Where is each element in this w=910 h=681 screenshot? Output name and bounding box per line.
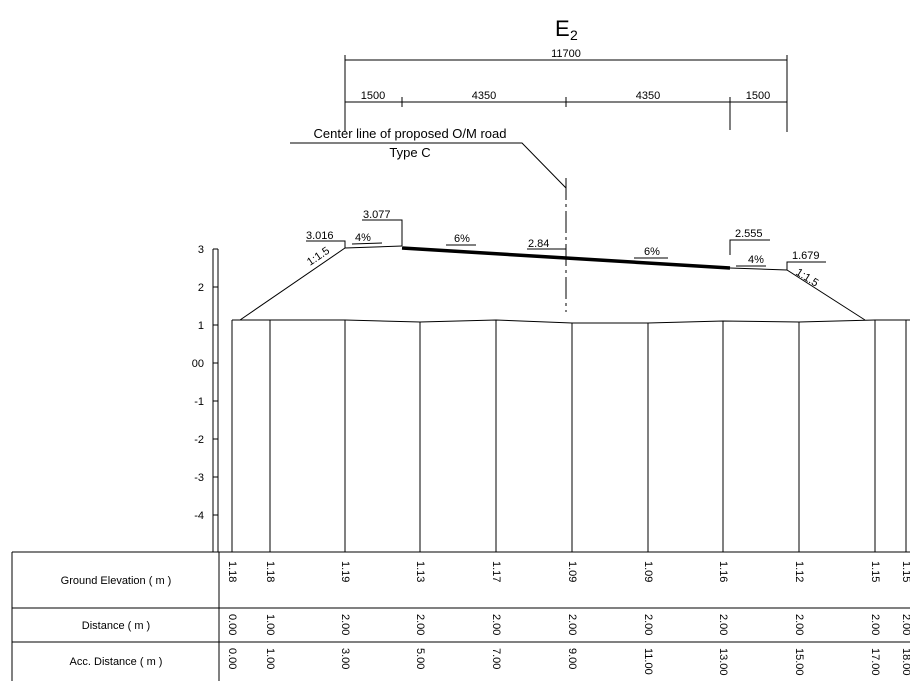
level-right-edge: 2.555 <box>735 228 763 240</box>
centerline-label: Center line of proposed O/M road <box>314 126 507 141</box>
elevation-tick-label: 2 <box>198 282 204 294</box>
slope-right-shoulder: 4% <box>748 254 764 266</box>
overall-dimension <box>344 55 788 132</box>
ground-elevation-value: 1.13 <box>414 561 426 582</box>
acc-distance-value: 13.00 <box>717 648 729 676</box>
slope-left-shoulder: 4% <box>355 232 371 244</box>
table-values: 1.18 1.18 1.19 1.13 1.17 1.09 1.09 1.16 1.12 1.15… <box>226 561 910 676</box>
elevation-tick-label: 00 <box>192 358 204 370</box>
slope-left-camber: 6% <box>454 233 470 245</box>
level-leaders <box>306 219 826 270</box>
acc-distance-value: 17.00 <box>869 648 881 676</box>
ground-line <box>232 319 910 324</box>
ground-elevation-value: 1.19 <box>339 561 351 582</box>
section-title: E <box>555 16 570 41</box>
distance-value: 1.00 <box>264 614 276 635</box>
elevation-tick-label: -2 <box>194 434 204 446</box>
overall-dimension-label: 11700 <box>551 48 581 60</box>
acc-distance-value: 5.00 <box>414 648 426 669</box>
level-center: 2.84 <box>528 238 549 250</box>
station-lines <box>231 320 907 552</box>
distance-value: 2.00 <box>490 614 502 635</box>
road-surface <box>401 246 731 270</box>
distance-value: 0.00 <box>226 614 238 635</box>
elevation-tick-label: -3 <box>194 472 204 484</box>
ground-elevation-value: 1.09 <box>566 561 578 582</box>
centerline-type-label: Type C <box>389 145 430 160</box>
distance-value: 2.00 <box>339 614 351 635</box>
distance-value: 2.00 <box>566 614 578 635</box>
elevation-tick-label: 1 <box>198 320 204 332</box>
ground-elevation-value: 1.16 <box>717 561 729 582</box>
row-label-distance: Distance ( m ) <box>82 620 150 632</box>
ground-elevation-value: 1.15 <box>869 561 881 582</box>
level-left-edge: 3.077 <box>363 209 391 221</box>
row-label-acc-distance: Acc. Distance ( m ) <box>70 656 163 668</box>
ground-elevation-value: 1.15 <box>900 561 910 582</box>
slope-right-ratio: 1:1.5 <box>793 266 820 289</box>
ground-elevation-value: 1.18 <box>226 561 238 582</box>
ground-elevation-value: 1.17 <box>490 561 502 582</box>
segment-dimension-4: 1500 <box>746 90 770 102</box>
elevation-tick-label: -1 <box>194 396 204 408</box>
acc-distance-value: 9.00 <box>566 648 578 669</box>
slope-left-ratio: 1:1.5 <box>305 245 332 269</box>
centerline-leader <box>290 142 567 189</box>
section-title-subscript: 2 <box>570 27 578 43</box>
level-right-toe: 1.679 <box>792 250 820 262</box>
distance-value: 2.00 <box>869 614 881 635</box>
acc-distance-value: 15.00 <box>793 648 805 676</box>
acc-distance-value: 3.00 <box>339 648 351 669</box>
segment-dimensions <box>345 97 787 130</box>
ground-elevation-value: 1.12 <box>793 561 805 582</box>
ground-elevation-value: 1.18 <box>264 561 276 582</box>
level-left-toe: 3.016 <box>306 230 334 242</box>
acc-distance-value: 1.00 <box>264 648 276 669</box>
acc-distance-value: 11.00 <box>642 648 654 675</box>
segment-dimension-2: 4350 <box>472 90 496 102</box>
distance-value: 2.00 <box>793 614 805 635</box>
elevation-tick-label: -4 <box>194 510 204 522</box>
distance-value: 2.00 <box>414 614 426 635</box>
data-table <box>11 551 910 681</box>
distance-value: 2.00 <box>900 614 910 635</box>
row-label-ground-elevation: Ground Elevation ( m ) <box>61 575 172 587</box>
acc-distance-value: 18.00 <box>900 648 910 676</box>
ground-elevation-value: 1.09 <box>642 561 654 582</box>
distance-value: 2.00 <box>642 614 654 635</box>
segment-dimension-3: 4350 <box>636 90 660 102</box>
acc-distance-value: 7.00 <box>490 648 502 669</box>
segment-dimension-1: 1500 <box>361 90 385 102</box>
acc-distance-value: 0.00 <box>226 648 238 669</box>
elevation-tick-label: 3 <box>198 244 204 256</box>
distance-value: 2.00 <box>717 614 729 635</box>
slope-right-camber: 6% <box>644 246 660 258</box>
elevation-ticks: 3 2 1 00 -1 -2 -3 -4 <box>192 244 218 522</box>
